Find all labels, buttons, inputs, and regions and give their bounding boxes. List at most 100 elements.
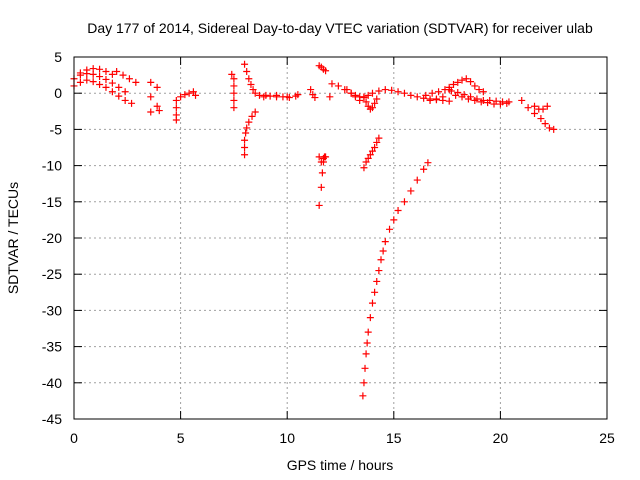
data-point — [255, 91, 263, 99]
data-point — [499, 98, 507, 106]
data-point — [439, 93, 447, 101]
data-point — [347, 89, 355, 97]
data-point — [76, 78, 84, 86]
data-series — [518, 96, 558, 133]
data-point — [545, 124, 553, 132]
data-series — [360, 93, 381, 113]
data-point — [249, 86, 257, 94]
data-point — [473, 95, 481, 103]
data-point — [543, 102, 551, 110]
grid-lines — [74, 57, 607, 419]
data-point — [368, 104, 376, 112]
data-series — [531, 102, 551, 113]
data-point — [373, 95, 381, 103]
data-series — [76, 65, 116, 78]
data-point — [373, 138, 381, 146]
data-point — [518, 96, 526, 104]
data-point — [400, 89, 408, 97]
x-tick-label: 25 — [599, 430, 615, 446]
data-point — [541, 120, 549, 128]
data-point — [147, 93, 155, 101]
data-point — [360, 379, 368, 387]
data-point — [334, 82, 342, 90]
data-point — [243, 124, 251, 132]
data-point — [531, 102, 539, 110]
data-point — [153, 83, 161, 91]
data-point — [454, 78, 462, 86]
x-tick-label: 20 — [493, 430, 509, 446]
data-series — [241, 108, 259, 159]
data-point — [366, 314, 374, 322]
y-tick-label: -30 — [42, 302, 62, 318]
data-point — [96, 81, 104, 89]
data-point — [248, 112, 256, 120]
data-point — [420, 165, 428, 173]
data-point — [407, 91, 415, 99]
data-point — [486, 96, 494, 104]
data-point — [363, 339, 371, 347]
data-point — [119, 71, 127, 79]
data-point — [102, 83, 110, 91]
data-point — [230, 104, 238, 112]
data-point — [492, 97, 500, 105]
data-point — [422, 91, 430, 99]
y-tick-label: -5 — [50, 121, 63, 137]
data-series — [359, 159, 432, 400]
data-point — [413, 176, 421, 184]
data-point — [479, 96, 487, 104]
data-point — [458, 76, 466, 84]
data-point — [328, 80, 336, 88]
data-point — [241, 136, 249, 144]
data-point — [317, 183, 325, 191]
data-point — [362, 350, 370, 358]
data-point — [362, 98, 370, 106]
data-point — [230, 82, 238, 90]
data-point — [388, 86, 396, 94]
data-point — [359, 392, 367, 400]
data-point — [251, 89, 259, 97]
data-point — [524, 104, 532, 112]
data-point — [132, 78, 140, 86]
y-tick-labels: 5 0 -5 -10 -15 -20 -25 -30 -35 -40 -45 — [42, 49, 62, 427]
data-point — [155, 107, 163, 115]
y-tick-label: 0 — [54, 85, 62, 101]
data-series — [326, 80, 453, 105]
data-point — [445, 97, 453, 105]
data-series — [113, 67, 140, 86]
data-series — [70, 76, 136, 107]
data-point — [407, 187, 415, 195]
data-point — [475, 86, 483, 94]
data-point — [283, 93, 291, 101]
data-series — [343, 86, 364, 104]
data-point — [266, 92, 274, 100]
data-point — [181, 91, 189, 99]
data-point — [76, 69, 84, 77]
data-point — [115, 83, 123, 91]
x-axis-label: GPS time / hours — [287, 457, 394, 473]
data-point — [242, 129, 250, 137]
x-tick-label: 10 — [279, 430, 295, 446]
data-point — [121, 96, 129, 104]
data-point — [343, 86, 351, 94]
data-series — [241, 60, 300, 102]
data-point — [317, 158, 325, 166]
data-point — [322, 153, 330, 161]
data-point — [125, 75, 133, 83]
data-point — [413, 93, 421, 101]
data-series — [315, 153, 330, 166]
data-point — [294, 91, 302, 99]
data-point — [428, 89, 436, 97]
data-point — [386, 225, 394, 233]
y-axis-label: SDTVAR / TECUs — [5, 182, 21, 294]
data-point — [241, 151, 249, 159]
data-point — [447, 87, 455, 95]
data-point — [371, 288, 379, 296]
y-tick-label: -20 — [42, 230, 62, 246]
data-point — [449, 81, 457, 89]
y-tick-label: -40 — [42, 375, 62, 391]
data-point — [108, 88, 116, 96]
data-series — [422, 86, 513, 106]
data-point — [83, 76, 91, 84]
data-point — [539, 105, 547, 113]
